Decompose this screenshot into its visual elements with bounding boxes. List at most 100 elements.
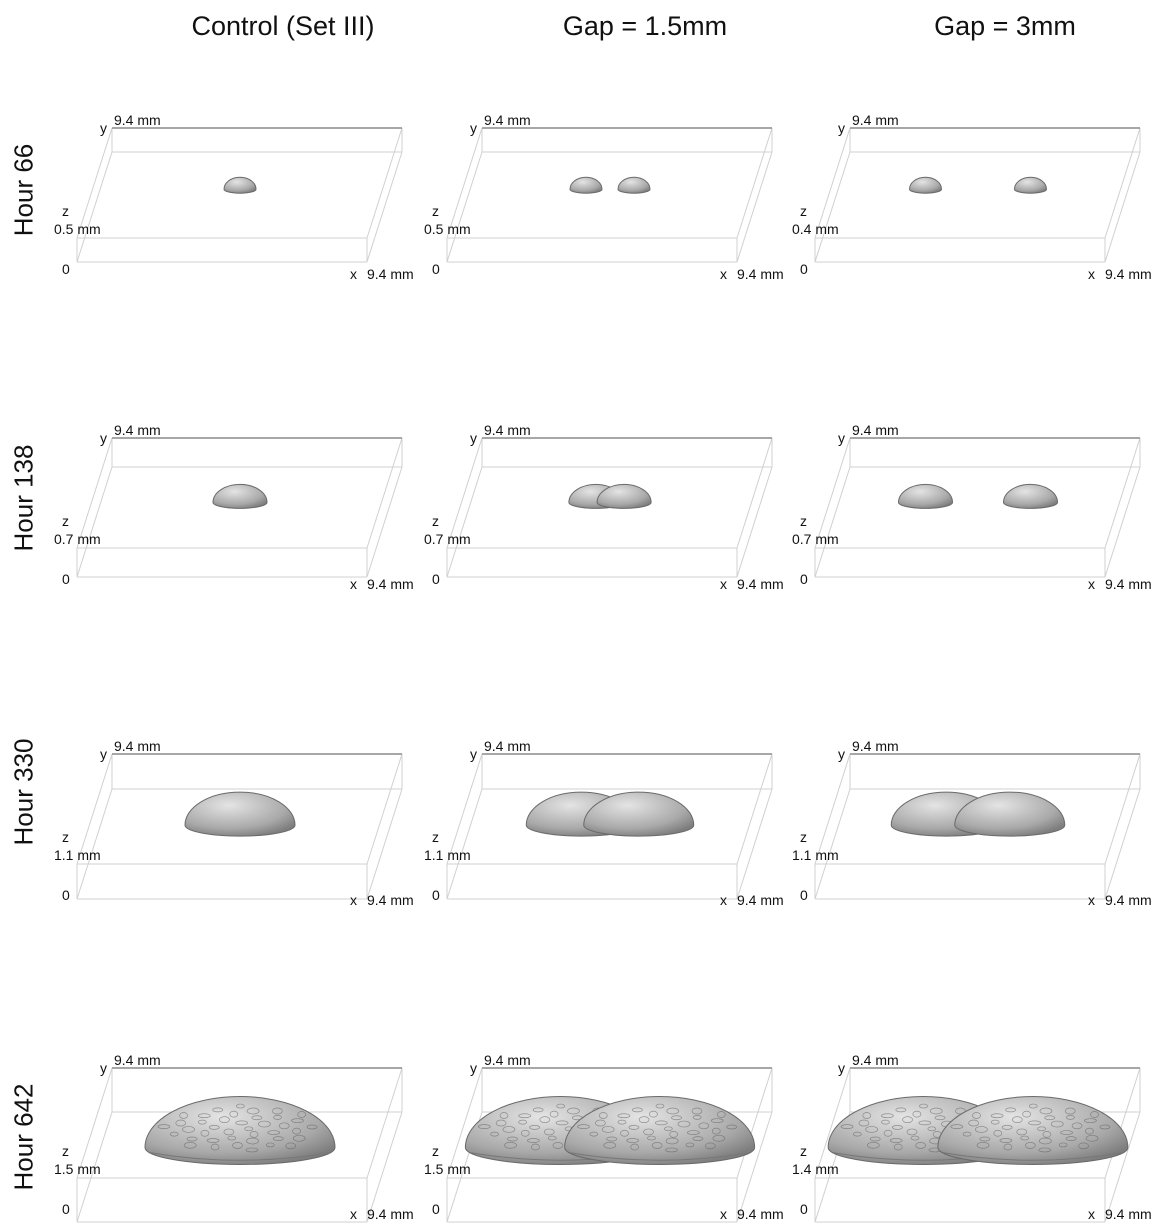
origin-label: 0 (432, 1201, 440, 1217)
colony-blob-right (564, 1096, 756, 1165)
box-edge (366, 788, 403, 900)
z-axis-label: z (800, 829, 807, 845)
colony-blob-right (596, 483, 652, 509)
box-edge (366, 753, 403, 865)
x-axis-label: x (1088, 892, 1095, 908)
box-wireframe (446, 437, 773, 578)
x-axis-label: x (350, 266, 357, 282)
box-wireframe (76, 437, 403, 578)
z-extent-label: 1.1 mm (424, 847, 471, 863)
box-edge (366, 127, 403, 239)
box-panel: y 9.4 mm z 0.7 mm 0 x 9.4 mm (424, 420, 812, 592)
box-wireframe (76, 753, 403, 900)
z-axis-label: z (800, 513, 807, 529)
x-extent-label: 9.4 mm (367, 892, 414, 908)
y-extent-label: 9.4 mm (852, 1052, 899, 1068)
box-edge (1104, 1111, 1141, 1223)
box-panel: y 9.4 mm z 0.4 mm 0 x 9.4 mm (792, 110, 1174, 282)
z-axis-label: z (62, 513, 69, 529)
colony-blob-left (908, 176, 943, 194)
z-extent-label: 1.1 mm (792, 847, 839, 863)
box-panel: y 9.4 mm z 1.5 mm 0 x 9.4 mm (424, 1050, 812, 1223)
y-axis-label: y (470, 746, 477, 762)
box-panel: y 9.4 mm z 0.5 mm 0 x 9.4 mm (424, 110, 812, 282)
box-edge (446, 753, 483, 865)
y-extent-label: 9.4 mm (114, 112, 161, 128)
box-edge (76, 437, 113, 549)
x-axis-label: x (720, 576, 727, 592)
column-header-control: Control (Set III) (191, 11, 375, 41)
y-axis-label: y (838, 430, 845, 446)
y-extent-label: 9.4 mm (114, 1052, 161, 1068)
box-edge (446, 151, 483, 263)
box-edge (1104, 151, 1141, 263)
column-header-gap-3mm: Gap = 3mm (934, 11, 1076, 41)
box-edge (814, 151, 851, 263)
origin-label: 0 (62, 261, 70, 277)
z-extent-label: 1.5 mm (424, 1161, 471, 1177)
colony-blob-right (617, 176, 651, 194)
y-extent-label: 9.4 mm (114, 422, 161, 438)
box-edge (814, 753, 851, 865)
box-wireframe (814, 753, 1141, 900)
box-edge (76, 1067, 113, 1179)
z-extent-label: 0.5 mm (54, 221, 101, 237)
colony-blob (212, 483, 268, 509)
z-axis-label: z (62, 829, 69, 845)
y-extent-label: 9.4 mm (114, 738, 161, 754)
box-edge (446, 466, 483, 578)
x-axis-label: x (350, 576, 357, 592)
origin-label: 0 (62, 571, 70, 587)
z-extent-label: 0.5 mm (424, 221, 471, 237)
x-axis-label: x (350, 892, 357, 908)
x-extent-label: 9.4 mm (1105, 266, 1152, 282)
y-extent-label: 9.4 mm (484, 738, 531, 754)
box-wireframe (446, 753, 773, 900)
box-edge (736, 788, 773, 900)
y-axis-label: y (100, 1060, 107, 1076)
colony-blob-right (937, 1096, 1129, 1165)
y-axis-label: y (838, 1060, 845, 1076)
box-panel: y 9.4 mm z 1.1 mm 0 x 9.4 mm (792, 736, 1174, 908)
colony-blob-right (1002, 483, 1059, 509)
y-extent-label: 9.4 mm (484, 1052, 531, 1068)
z-extent-label: 1.4 mm (792, 1161, 839, 1177)
box-edge (366, 1111, 403, 1223)
y-axis-label: y (470, 1060, 477, 1076)
box-wireframe (76, 1067, 403, 1223)
box-edge (1104, 788, 1141, 900)
colony-blob (184, 791, 296, 837)
box-panel: y 9.4 mm z 1.1 mm 0 x 9.4 mm (424, 736, 812, 908)
box-edge (1104, 1067, 1141, 1179)
box-wireframe (814, 127, 1141, 263)
box-edge (814, 437, 851, 549)
row-header-label: Hour 330 (8, 738, 39, 846)
y-axis-label: y (470, 430, 477, 446)
colony-blob (144, 1096, 336, 1165)
box-edge (736, 151, 773, 263)
origin-label: 0 (800, 261, 808, 277)
box-edge (446, 437, 483, 549)
box-edge (76, 127, 113, 239)
box-edge (736, 1111, 773, 1223)
y-axis-label: y (838, 746, 845, 762)
box-edge (76, 1111, 113, 1223)
origin-label: 0 (800, 887, 808, 903)
origin-label: 0 (432, 887, 440, 903)
y-extent-label: 9.4 mm (484, 422, 531, 438)
box-edge (366, 151, 403, 263)
x-extent-label: 9.4 mm (737, 266, 784, 282)
origin-label: 0 (432, 571, 440, 587)
box-edge (1104, 437, 1141, 549)
y-extent-label: 9.4 mm (484, 112, 531, 128)
x-extent-label: 9.4 mm (1105, 1206, 1152, 1222)
x-axis-label: x (720, 266, 727, 282)
box-edge (814, 788, 851, 900)
box-panel: y 9.4 mm z 1.5 mm 0 x 9.4 mm (54, 1050, 442, 1223)
box-edge (814, 1067, 851, 1179)
colony-blob-right (1013, 176, 1048, 194)
row-header-label: Hour 138 (8, 444, 39, 552)
x-extent-label: 9.4 mm (737, 1206, 784, 1222)
x-extent-label: 9.4 mm (367, 576, 414, 592)
x-axis-label: x (720, 1206, 727, 1222)
